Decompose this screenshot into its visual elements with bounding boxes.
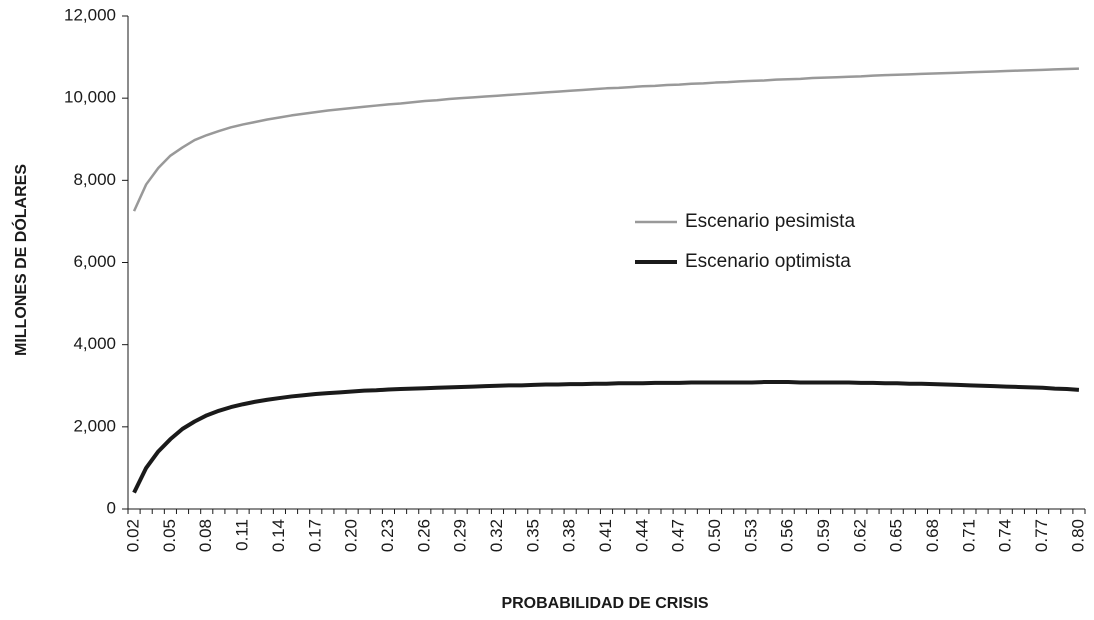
legend-label: Escenario optimista: [685, 251, 851, 272]
x-tick-label: 0.77: [1032, 519, 1051, 552]
x-tick-label: 0.14: [269, 519, 288, 552]
y-tick-label: 8,000: [73, 170, 116, 189]
legend-label: Escenario pesimista: [685, 211, 855, 232]
x-tick-label: 0.50: [705, 519, 724, 552]
x-tick-label: 0.26: [414, 519, 433, 552]
x-tick-label: 0.02: [124, 519, 143, 552]
x-tick-label: 0.71: [959, 519, 978, 552]
x-tick-label: 0.44: [632, 519, 651, 552]
x-tick-label: 0.08: [196, 519, 215, 552]
x-tick-label: 0.53: [741, 519, 760, 552]
y-tick-label: 12,000: [64, 5, 116, 24]
y-axis-label: MILLONES DE DÓLARES: [11, 164, 30, 356]
series-line: [132, 380, 1080, 494]
x-tick-label: 0.11: [233, 519, 252, 551]
x-tick-label: 0.74: [996, 519, 1015, 552]
x-tick-label: 0.59: [814, 519, 833, 552]
x-tick-label: 0.80: [1068, 519, 1087, 552]
x-tick-label: 0.62: [850, 519, 869, 552]
x-tick-label: 0.05: [160, 519, 179, 552]
y-tick-label: 0: [107, 498, 116, 517]
x-tick-label: 0.38: [560, 519, 579, 552]
x-tick-label: 0.47: [669, 519, 688, 552]
x-tick-label: 0.23: [378, 519, 397, 552]
x-tick-label: 0.32: [487, 519, 506, 552]
x-tick-label: 0.65: [887, 519, 906, 552]
y-tick-label: 10,000: [64, 88, 116, 107]
x-axis-label: PROBABILIDAD DE CRISIS: [501, 595, 708, 612]
y-tick-label: 2,000: [73, 416, 116, 435]
series-line: [132, 67, 1079, 212]
x-tick-label: 0.17: [305, 519, 324, 552]
x-tick-label: 0.68: [923, 519, 942, 552]
x-tick-label: 0.56: [778, 519, 797, 552]
x-tick-label: 0.29: [451, 519, 470, 552]
y-tick-label: 6,000: [73, 252, 116, 271]
x-tick-label: 0.35: [523, 519, 542, 552]
x-tick-label: 0.41: [596, 519, 615, 552]
y-tick-label: 4,000: [73, 334, 116, 353]
x-tick-label: 0.20: [342, 519, 361, 552]
